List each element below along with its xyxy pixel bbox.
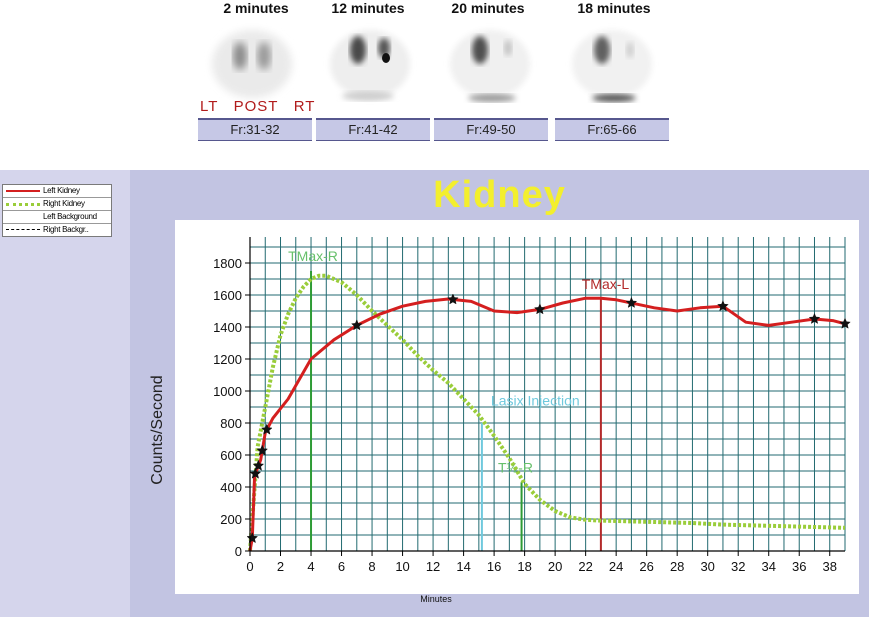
x-tick-label: 4: [307, 559, 314, 574]
x-tick-label: 22: [578, 559, 592, 574]
frame-time-label-1: 2 minutes: [223, 0, 289, 16]
x-tick-label: 16: [487, 559, 501, 574]
x-tick-label: 20: [548, 559, 562, 574]
legend-swatch: [6, 203, 40, 206]
legend-label: Right Backgr..: [43, 225, 89, 234]
marker-label: Lasix Injection: [491, 392, 580, 408]
frame-range-4: Fr:65-66: [555, 118, 669, 141]
data-point-marker: [808, 312, 821, 324]
x-tick-label: 26: [639, 559, 653, 574]
legend-swatch: [6, 229, 40, 230]
legend: Left Kidney Right Kidney Left Background…: [2, 184, 112, 237]
x-tick-label: 12: [426, 559, 440, 574]
y-tick-label: 200: [220, 512, 242, 527]
series-line-left-kidney: [248, 296, 846, 552]
legend-label: Left Background: [43, 212, 97, 221]
x-tick-label: 6: [338, 559, 345, 574]
y-tick-label: 600: [220, 448, 242, 463]
data-point-marker: [447, 293, 459, 305]
y-tick-label: 1000: [213, 384, 242, 399]
legend-label: Right Kidney: [43, 199, 85, 208]
x-tick-label: 10: [395, 559, 409, 574]
series-line-right-kidney: [248, 273, 846, 552]
renal-scan-image-4: [572, 30, 652, 102]
scan-frames-strip: 2 minutes 12 minutes 20 minutes 18 minut…: [0, 0, 869, 145]
x-tick-label: 28: [670, 559, 684, 574]
renal-scan-image-2: [330, 30, 410, 101]
legend-item-left-kidney: Left Kidney: [3, 185, 111, 198]
x-tick-label: 0: [246, 559, 253, 574]
y-tick-label: 1800: [213, 256, 242, 271]
x-tick-label: 30: [700, 559, 714, 574]
x-tick-label: 24: [609, 559, 623, 574]
frame-range-2: Fr:41-42: [316, 118, 430, 141]
data-point-marker: [350, 319, 363, 331]
y-tick-label: 1200: [213, 352, 242, 367]
y-tick-label: 400: [220, 480, 242, 495]
legend-item-right-kidney: Right Kidney: [3, 198, 111, 211]
marker-label: TMax-R: [288, 248, 338, 264]
x-tick-label: 34: [761, 559, 775, 574]
data-point-marker: [252, 459, 265, 471]
renal-scan-image-1: [212, 30, 292, 98]
x-tick-label: 38: [823, 559, 837, 574]
data-point-marker: [533, 303, 546, 315]
x-tick-label: 8: [368, 559, 375, 574]
y-tick-label: 1600: [213, 288, 242, 303]
y-tick-label: 1400: [213, 320, 242, 335]
legend-item-right-background: Right Backgr..: [3, 224, 111, 236]
data-point-marker: [249, 467, 262, 479]
frame-time-label-3: 20 minutes: [451, 0, 525, 16]
legend-label: Left Kidney: [43, 186, 80, 195]
y-tick-label: 0: [235, 544, 242, 559]
legend-swatch: [6, 190, 40, 192]
legend-item-left-background: Left Background: [3, 211, 111, 224]
frame-time-label-4: 18 minutes: [577, 0, 651, 16]
renogram-area: Left Kidney Right Kidney Left Background…: [0, 170, 869, 617]
data-point-marker: [625, 296, 638, 308]
data-point-marker: [256, 444, 269, 456]
data-point-marker: [260, 423, 273, 435]
data-point-marker: [839, 317, 851, 329]
renal-scan-image-3: [450, 30, 530, 102]
data-point-marker: [717, 300, 729, 312]
x-tick-label: 36: [792, 559, 806, 574]
chart-title: Kidney: [433, 174, 566, 216]
orientation-label: LT POST RT: [200, 98, 316, 115]
x-axis-label: Minutes: [420, 594, 452, 604]
x-tick-label: 2: [277, 559, 284, 574]
frame-range-1: Fr:31-32: [198, 118, 312, 141]
frame-range-3: Fr:49-50: [434, 118, 548, 141]
y-axis-label: Counts/Second: [149, 375, 166, 484]
frame-time-label-2: 12 minutes: [331, 0, 405, 16]
x-tick-label: 14: [456, 559, 470, 574]
marker-label: TMax-L: [582, 276, 630, 292]
y-tick-label: 800: [220, 416, 242, 431]
x-tick-label: 32: [731, 559, 745, 574]
x-tick-label: 18: [517, 559, 531, 574]
